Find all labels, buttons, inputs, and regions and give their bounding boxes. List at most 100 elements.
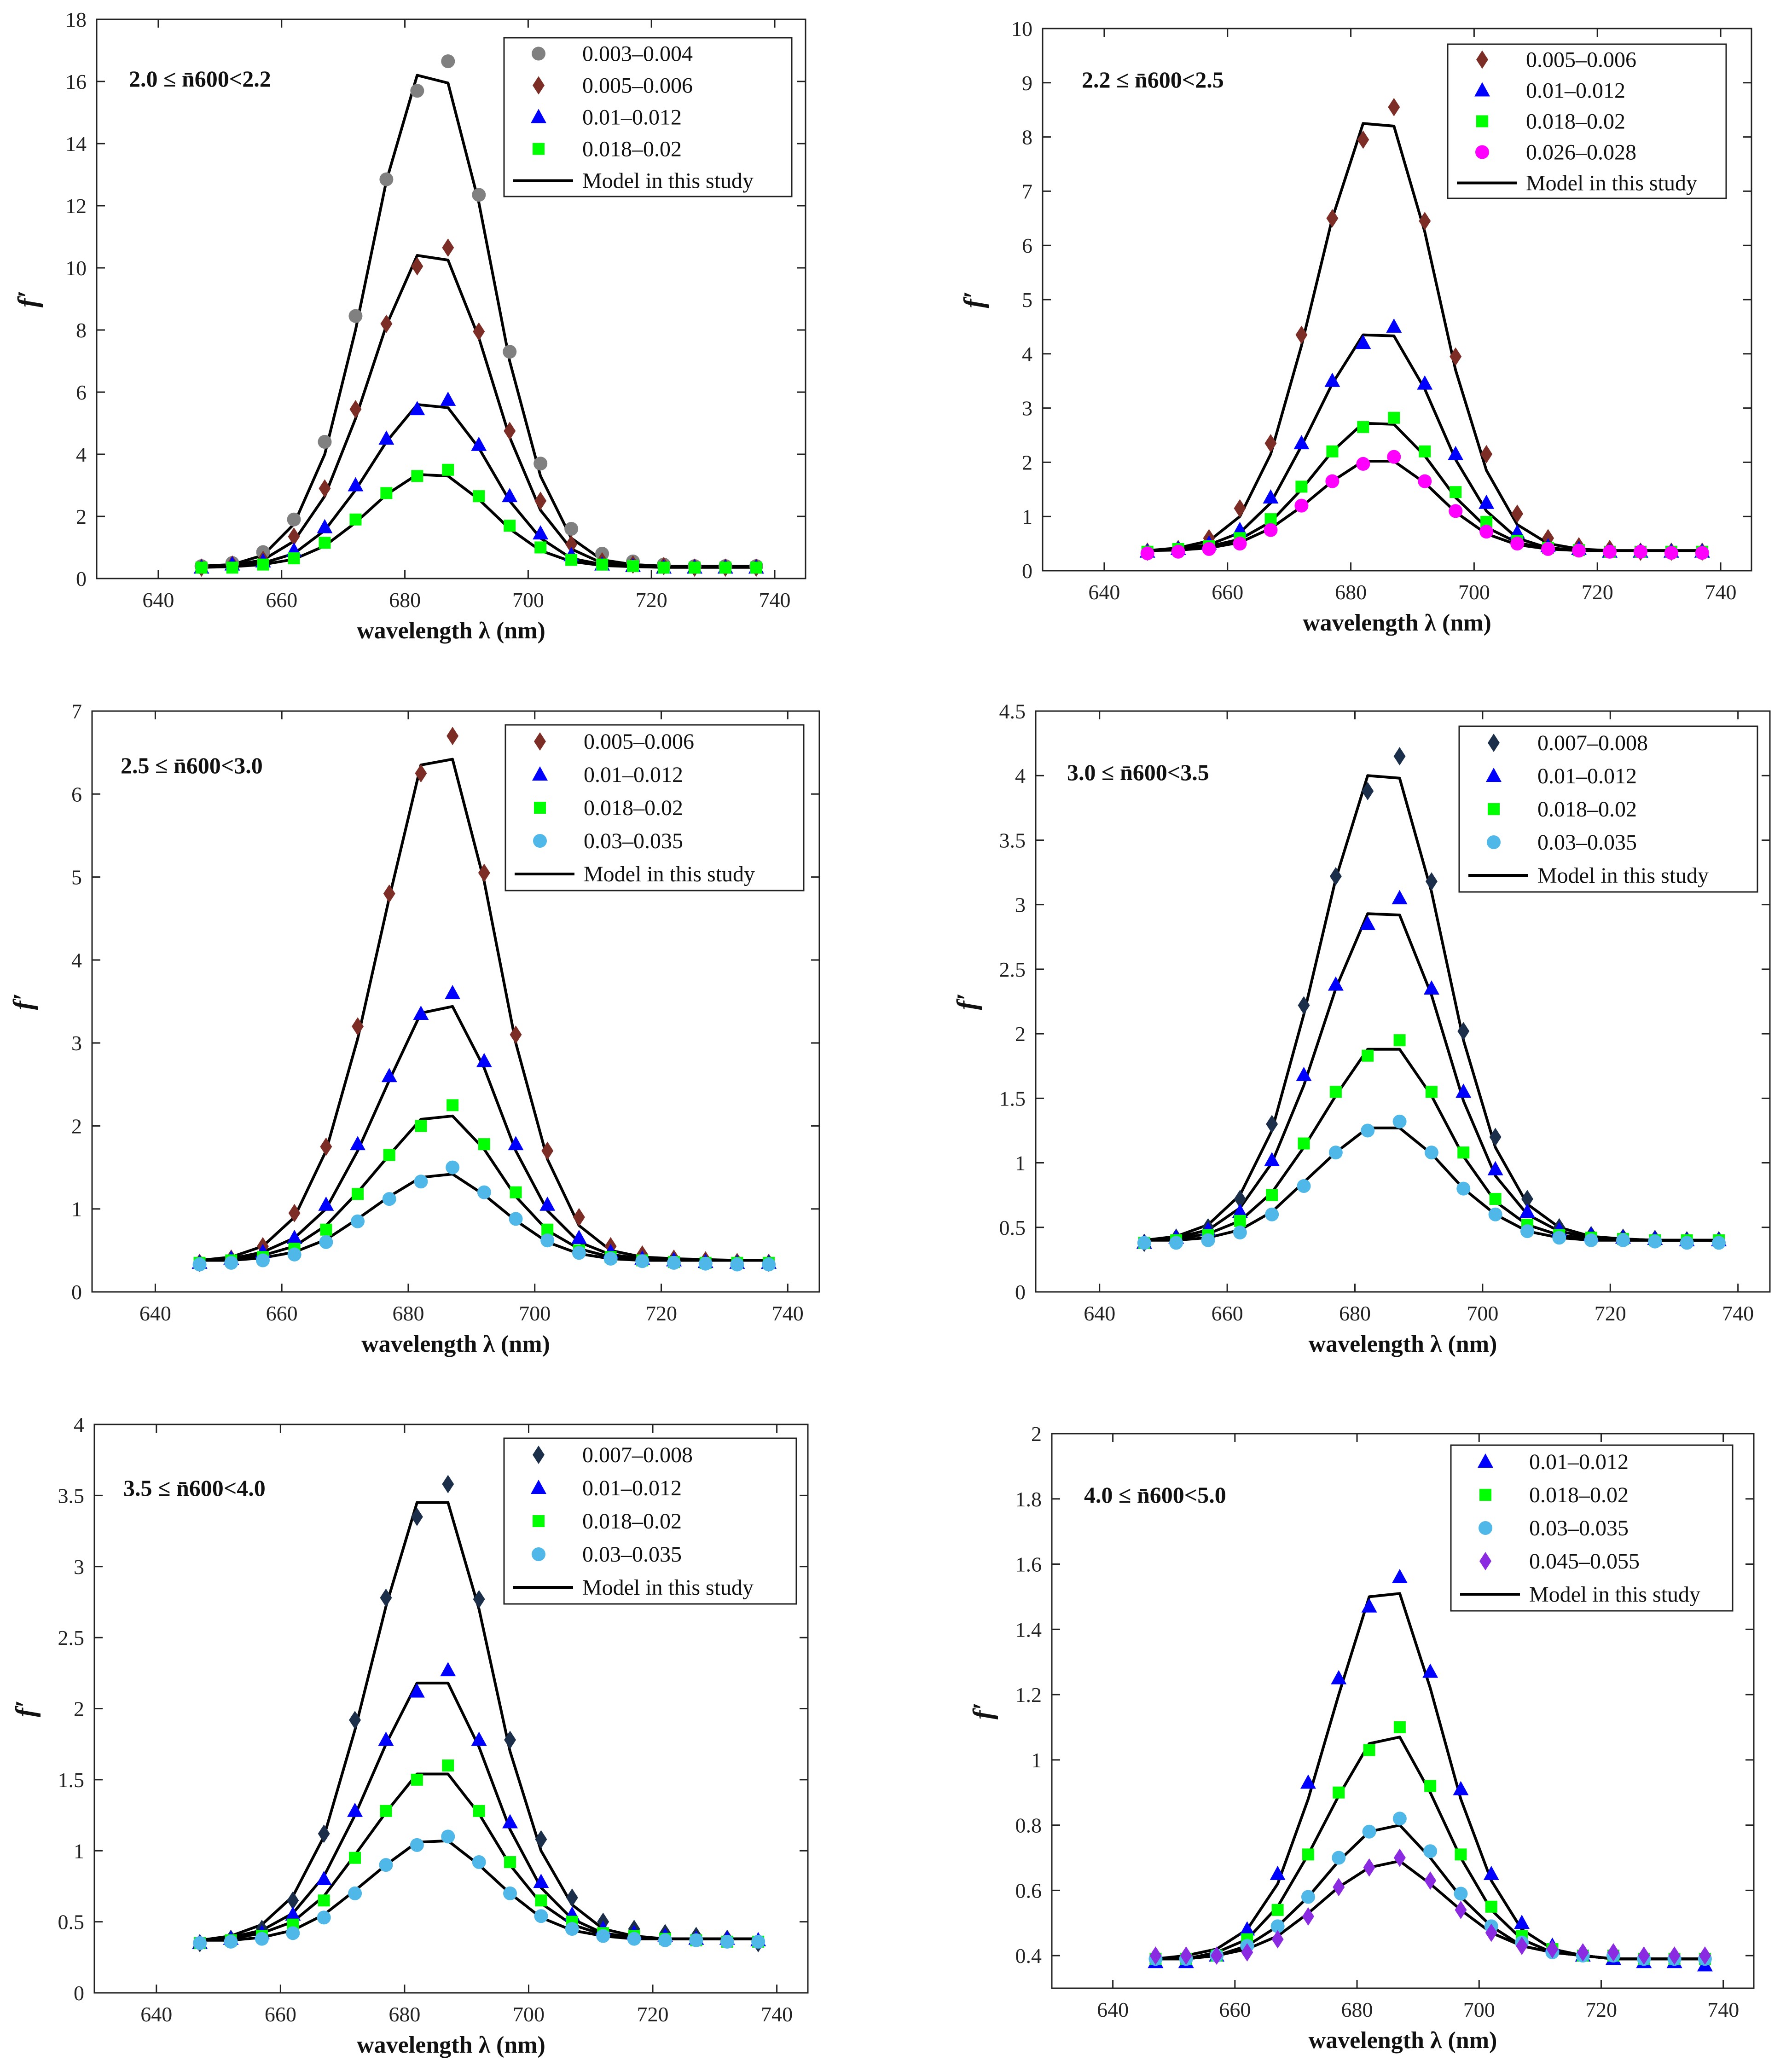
panel-annotation: 3.0 ≤ n̄600<3.5 [1067, 759, 1209, 785]
data-point [1361, 1123, 1375, 1138]
data-point [1211, 1946, 1223, 1965]
plot-frame [1051, 1433, 1755, 1989]
legend-label: 0.007–0.008 [582, 1443, 693, 1467]
legend-label: 0.018–0.02 [584, 796, 683, 820]
model-line-0.005–0.006 [201, 254, 756, 568]
y-tick-label: 0.5 [999, 1216, 1026, 1239]
legend: 0.01–0.012 0.018–0.02 0.03–0.035 0.045–0.05… [1450, 1444, 1734, 1612]
legend: 0.005–0.006 0.01–0.012 0.018–0.02 0.026–0.0… [1447, 43, 1727, 199]
legend-label: 0.018–0.02 [1529, 1483, 1629, 1507]
model-line-0.01–0.012 [1147, 333, 1702, 552]
x-tick-label: 700 [1467, 1302, 1498, 1325]
data-point [1392, 1568, 1408, 1583]
data-point [1363, 1858, 1375, 1877]
data-point [378, 430, 394, 445]
data-point [1424, 1146, 1438, 1160]
legend-label: 0.03–0.035 [584, 829, 683, 853]
legend-label: 0.005–0.006 [1526, 48, 1636, 72]
data-point [1357, 130, 1369, 149]
data-point [565, 554, 578, 566]
data-point [1418, 474, 1432, 488]
data-point [1419, 445, 1431, 457]
data-point [1332, 1851, 1346, 1865]
data-point [192, 1257, 207, 1272]
data-point [1393, 1034, 1406, 1047]
y-tick-label: 10 [1011, 17, 1032, 41]
legend-marker [533, 76, 545, 95]
x-tick-label: 700 [1463, 1998, 1495, 2021]
data-point [1423, 980, 1439, 995]
data-point [224, 1934, 238, 1949]
legend-box [1458, 725, 1758, 893]
model-line-0.018–0.02 [201, 473, 756, 569]
panel-annotation: 2.5 ≤ n̄600<3.0 [121, 752, 263, 778]
data-point [1363, 1744, 1375, 1756]
y-tick-label: 2 [1015, 1022, 1026, 1046]
x-tick-label: 680 [1339, 1302, 1371, 1325]
data-point [287, 1891, 299, 1910]
y-tick-label: 2 [1022, 451, 1032, 474]
data-point [410, 1838, 424, 1852]
data-point [1180, 1946, 1192, 1965]
data-point [1324, 372, 1340, 387]
data-point [1329, 1086, 1342, 1098]
model-line-0.01–0.012 [1155, 1592, 1705, 1961]
data-point [566, 1888, 578, 1907]
data-point [535, 1830, 547, 1849]
data-point [1326, 209, 1339, 228]
data-point [1298, 1137, 1310, 1150]
data-point [477, 1185, 491, 1199]
data-point [1264, 523, 1278, 537]
data-point [473, 490, 485, 503]
data-point [1448, 446, 1464, 460]
data-point [1638, 1946, 1650, 1965]
y-tick-label: 4 [74, 1413, 84, 1436]
legend: 0.003–0.004 0.005–0.006 0.01–0.012 0.018–0.… [503, 37, 793, 197]
data-point [1294, 498, 1309, 513]
x-tick-label: 740 [1722, 1302, 1754, 1325]
data-point [1266, 1189, 1278, 1201]
series-0.03–0.035 [1137, 1114, 1726, 1250]
legend-marker [1479, 1521, 1492, 1535]
data-point [316, 1871, 332, 1885]
legend-label: 0.01–0.012 [1537, 764, 1637, 788]
x-tick-label: 660 [265, 2003, 296, 2026]
x-tick-label: 700 [1458, 580, 1490, 604]
data-point [1510, 537, 1525, 551]
data-point [1664, 546, 1678, 560]
data-point [1234, 499, 1246, 518]
data-point [472, 1855, 486, 1869]
data-point [411, 1773, 423, 1786]
data-point [446, 1099, 459, 1111]
data-point [1425, 872, 1438, 891]
legend-label: 0.007–0.008 [1537, 731, 1648, 755]
legend-label-model: Model in this study [1537, 863, 1709, 888]
data-point [719, 561, 731, 574]
y-tick-label: 5 [71, 866, 82, 889]
data-point [1264, 434, 1277, 453]
data-point [440, 1662, 456, 1677]
data-point [1541, 542, 1555, 556]
x-tick-label: 740 [1705, 580, 1737, 604]
legend-marker [1478, 1453, 1493, 1468]
data-point [565, 1922, 579, 1936]
data-point [1450, 347, 1462, 366]
y-tick-label: 0 [1022, 559, 1032, 583]
data-point [349, 400, 362, 419]
data-point [502, 1814, 518, 1829]
series-0.01–0.012 [191, 984, 777, 1269]
data-point [504, 1856, 516, 1868]
data-point [1489, 1128, 1502, 1146]
data-point [257, 558, 269, 571]
legend-marker [1474, 82, 1490, 97]
data-point [1356, 457, 1370, 471]
y-tick-label: 3 [1015, 893, 1026, 917]
data-point [411, 257, 423, 276]
data-point [533, 525, 549, 540]
legend-label: 0.018–0.02 [582, 137, 682, 162]
data-point [1298, 996, 1310, 1015]
chart-panel-5: 640 660 680 700 720 740 0 0.5 1 1.5 2 2.5 3 3.5 4 wavel… [10, 1413, 809, 2058]
data-point [1265, 1207, 1279, 1221]
data-point [255, 1932, 269, 1946]
legend: 0.005–0.006 0.01–0.012 0.018–0.02 0.03–0.03… [504, 724, 805, 891]
